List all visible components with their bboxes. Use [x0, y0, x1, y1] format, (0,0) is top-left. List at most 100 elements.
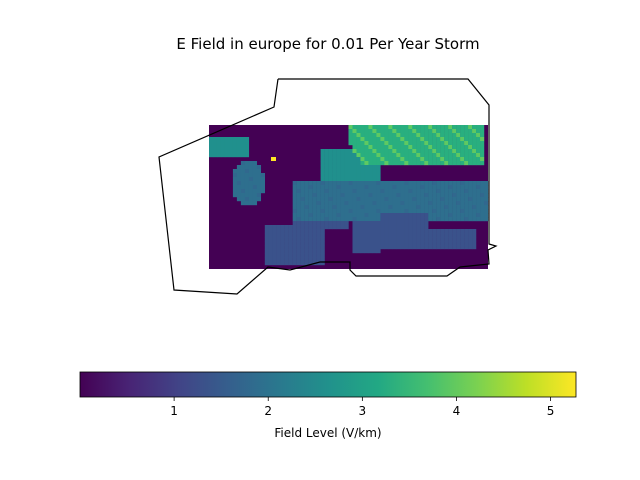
heatmap-cell — [444, 149, 449, 154]
heatmap-cell — [384, 129, 389, 134]
heatmap-cell — [228, 141, 234, 146]
heatmap-cell — [448, 189, 453, 194]
heatmap-cell — [256, 181, 262, 186]
heatmap-cell — [416, 153, 421, 158]
heatmap-cell — [272, 245, 277, 250]
heatmap-cell — [476, 193, 481, 198]
heatmap-cell — [256, 177, 262, 182]
heatmap-cell — [448, 181, 453, 186]
heatmap-cell — [400, 225, 405, 230]
heatmap-cell — [328, 161, 333, 166]
heatmap-cell — [244, 161, 250, 166]
heatmap-cell — [248, 201, 254, 206]
heatmap-cell — [292, 217, 297, 222]
heatmap-cell — [316, 209, 321, 214]
heatmap-cell — [360, 249, 365, 254]
heatmap-cell — [408, 185, 413, 190]
heatmap-cell — [244, 141, 250, 146]
heatmap-cell — [380, 245, 385, 250]
heatmap-cell — [448, 145, 453, 150]
heatmap-cell — [316, 245, 321, 250]
heatmap-cell — [424, 161, 429, 166]
heatmap-cell — [268, 249, 273, 254]
heatmap-cell — [324, 225, 329, 230]
heatmap-cell — [236, 181, 242, 186]
heatmap-cell — [372, 181, 377, 186]
heatmap-cell — [288, 257, 293, 262]
heatmap-cell — [288, 253, 293, 258]
heatmap-cell — [364, 233, 369, 238]
heatmap-cell — [468, 201, 473, 206]
heatmap-cell — [292, 221, 297, 226]
heatmap-cell — [352, 233, 357, 238]
heatmap-cell — [352, 237, 357, 242]
heatmap-cell — [360, 217, 365, 222]
heatmap-cell — [428, 125, 433, 130]
heatmap-cell — [236, 185, 242, 190]
heatmap-cell — [384, 225, 389, 230]
heatmap-cell — [444, 161, 449, 166]
heatmap-cell — [452, 181, 457, 186]
heatmap-cell — [468, 229, 473, 234]
heatmap-cell — [316, 241, 321, 246]
heatmap-cell — [412, 209, 417, 214]
heatmap-cell — [464, 149, 469, 154]
heatmap-cell — [396, 153, 401, 158]
heatmap-cell — [464, 137, 469, 142]
heatmap-cell — [296, 261, 301, 266]
heatmap-cell — [400, 161, 405, 166]
heatmap-cell — [412, 149, 417, 154]
heatmap-cell — [340, 225, 345, 230]
heatmap-cell — [468, 137, 473, 142]
heatmap-cell — [420, 205, 425, 210]
heatmap-cell — [464, 217, 469, 222]
heatmap-cell — [436, 197, 441, 202]
heatmap-cell — [412, 181, 417, 186]
heatmap-cell — [376, 165, 381, 170]
heatmap-cell — [320, 201, 325, 206]
heatmap-cell — [452, 237, 457, 242]
heatmap-cell — [424, 153, 429, 158]
heatmap-cell — [364, 193, 369, 198]
heatmap-cell — [376, 169, 381, 174]
heatmap-cell — [336, 165, 341, 170]
heatmap-cell — [456, 245, 461, 250]
heatmap-cell — [344, 153, 349, 158]
heatmap-cell — [240, 165, 246, 170]
heatmap-cell — [308, 237, 313, 242]
heatmap-cell — [404, 185, 409, 190]
heatmap-cell — [452, 137, 457, 142]
heatmap-cell — [296, 237, 301, 242]
heatmap-cell — [312, 189, 317, 194]
heatmap-cell — [304, 209, 309, 214]
heatmap-cell — [248, 197, 254, 202]
heatmap-cell — [332, 209, 337, 214]
heatmap-cell — [380, 225, 385, 230]
heatmap-cell — [416, 201, 421, 206]
heatmap-cell — [432, 129, 437, 134]
heatmap-cell — [360, 141, 365, 146]
heatmap-cell — [400, 129, 405, 134]
heatmap-cell — [420, 145, 425, 150]
heatmap-cell — [352, 201, 357, 206]
heatmap-cell — [412, 205, 417, 210]
heatmap-cell — [436, 217, 441, 222]
heatmap-cell — [236, 165, 242, 170]
heatmap-cell — [356, 165, 361, 170]
heatmap-cell — [364, 125, 369, 130]
heatmap-cell — [420, 197, 425, 202]
heatmap-cell — [376, 225, 381, 230]
heatmap-cell — [460, 213, 465, 218]
heatmap-cell — [464, 233, 469, 238]
heatmap-cell — [336, 213, 341, 218]
heatmap-cell — [480, 133, 485, 138]
heatmap-cell — [432, 185, 437, 190]
heatmap-cell — [396, 209, 401, 214]
heatmap-cell — [360, 137, 365, 142]
heatmap-cell — [472, 145, 477, 150]
heatmap-cell — [384, 205, 389, 210]
heatmap-cell — [420, 161, 425, 166]
heatmap-cell — [440, 241, 445, 246]
heatmap-cell — [308, 193, 313, 198]
heatmap-cell — [396, 125, 401, 130]
